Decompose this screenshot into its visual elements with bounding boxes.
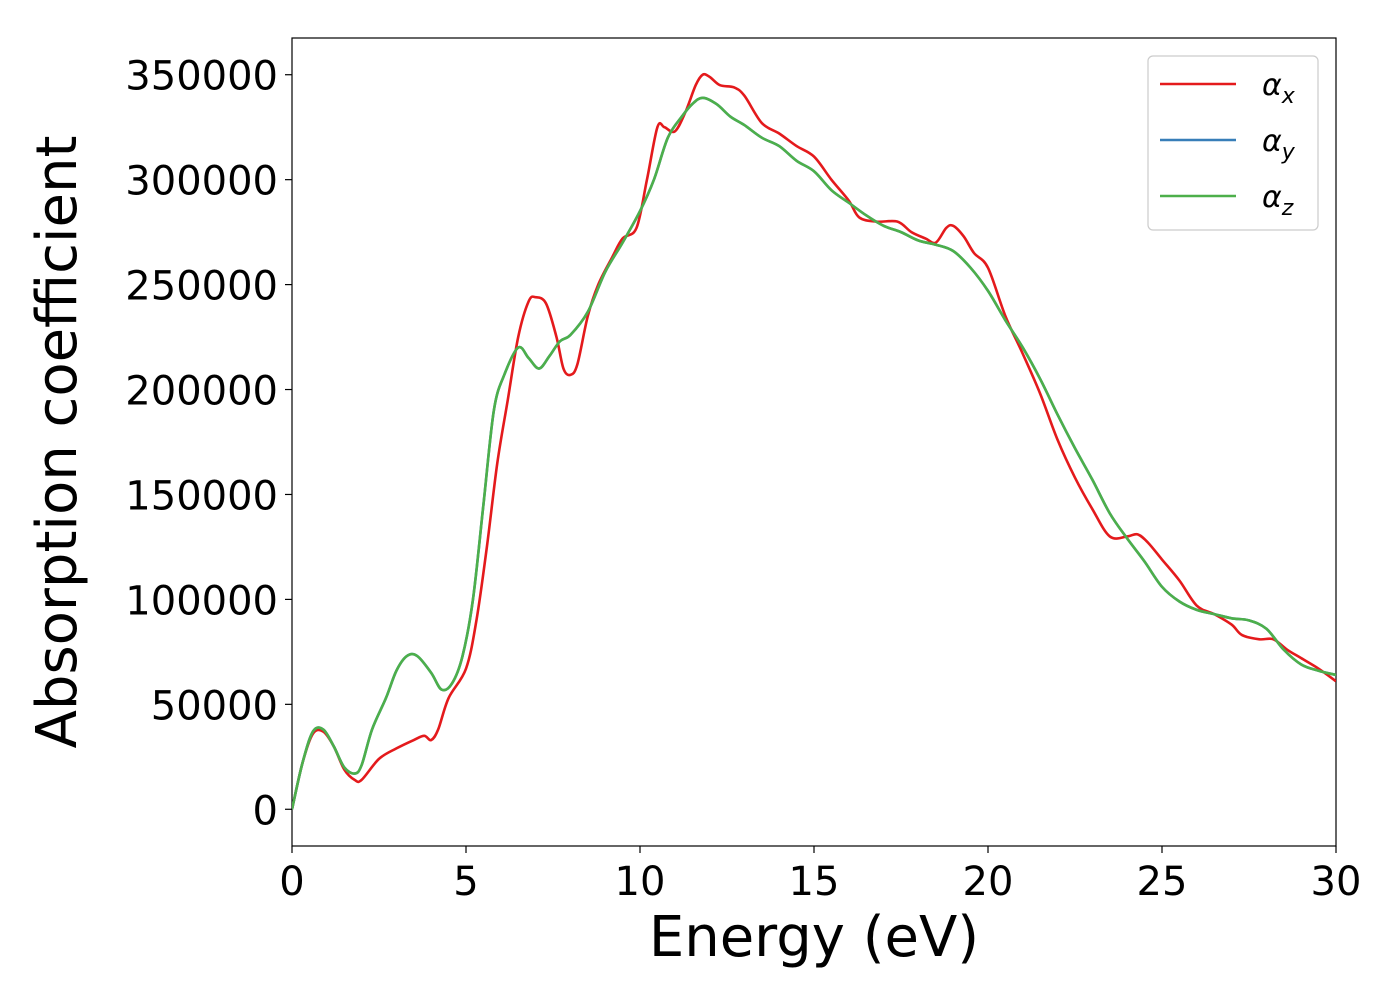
legend-label-y: αy xyxy=(1262,124,1296,165)
series-lines xyxy=(292,72,1336,810)
legend-box xyxy=(1147,55,1319,231)
series-line-z xyxy=(292,96,1336,810)
legend-label-main: α xyxy=(1262,180,1282,215)
legend-label-main: α xyxy=(1262,124,1282,159)
x-tick-label: 25 xyxy=(1137,859,1188,905)
x-tick-label: 5 xyxy=(453,859,478,905)
x-tick-label: 15 xyxy=(789,859,840,905)
y-tick-label: 50000 xyxy=(151,683,278,729)
x-tick-label: 20 xyxy=(963,859,1014,905)
y-axis-title: Absorption coefficient xyxy=(25,136,90,749)
x-tick-label: 0 xyxy=(279,859,304,905)
legend-label-sub: y xyxy=(1281,140,1296,165)
y-tick-label: 150000 xyxy=(125,473,278,519)
y-tick-label: 250000 xyxy=(125,264,278,310)
y-tick-label: 100000 xyxy=(125,578,278,624)
x-axis-ticks: 0 5 10 15 20 25 30 xyxy=(279,846,1361,905)
y-tick-label: 200000 xyxy=(125,369,278,415)
legend-label-sub: x xyxy=(1281,84,1296,109)
x-axis-title: Energy (eV) xyxy=(649,905,979,970)
legend-label-x: αx xyxy=(1262,68,1296,109)
x-tick-label: 10 xyxy=(615,859,666,905)
legend-label-main: α xyxy=(1262,68,1282,103)
x-tick-label: 30 xyxy=(1311,859,1362,905)
y-tick-label: 300000 xyxy=(125,159,278,205)
series-line-x xyxy=(292,72,1336,810)
legend-label-z: αz xyxy=(1262,180,1294,221)
legend-label-sub: z xyxy=(1281,196,1294,221)
y-tick-label: 0 xyxy=(253,788,278,834)
y-axis-ticks: 0 50000 100000 150000 200000 250000 300000 3500… xyxy=(125,54,292,834)
y-tick-label: 350000 xyxy=(125,54,278,100)
